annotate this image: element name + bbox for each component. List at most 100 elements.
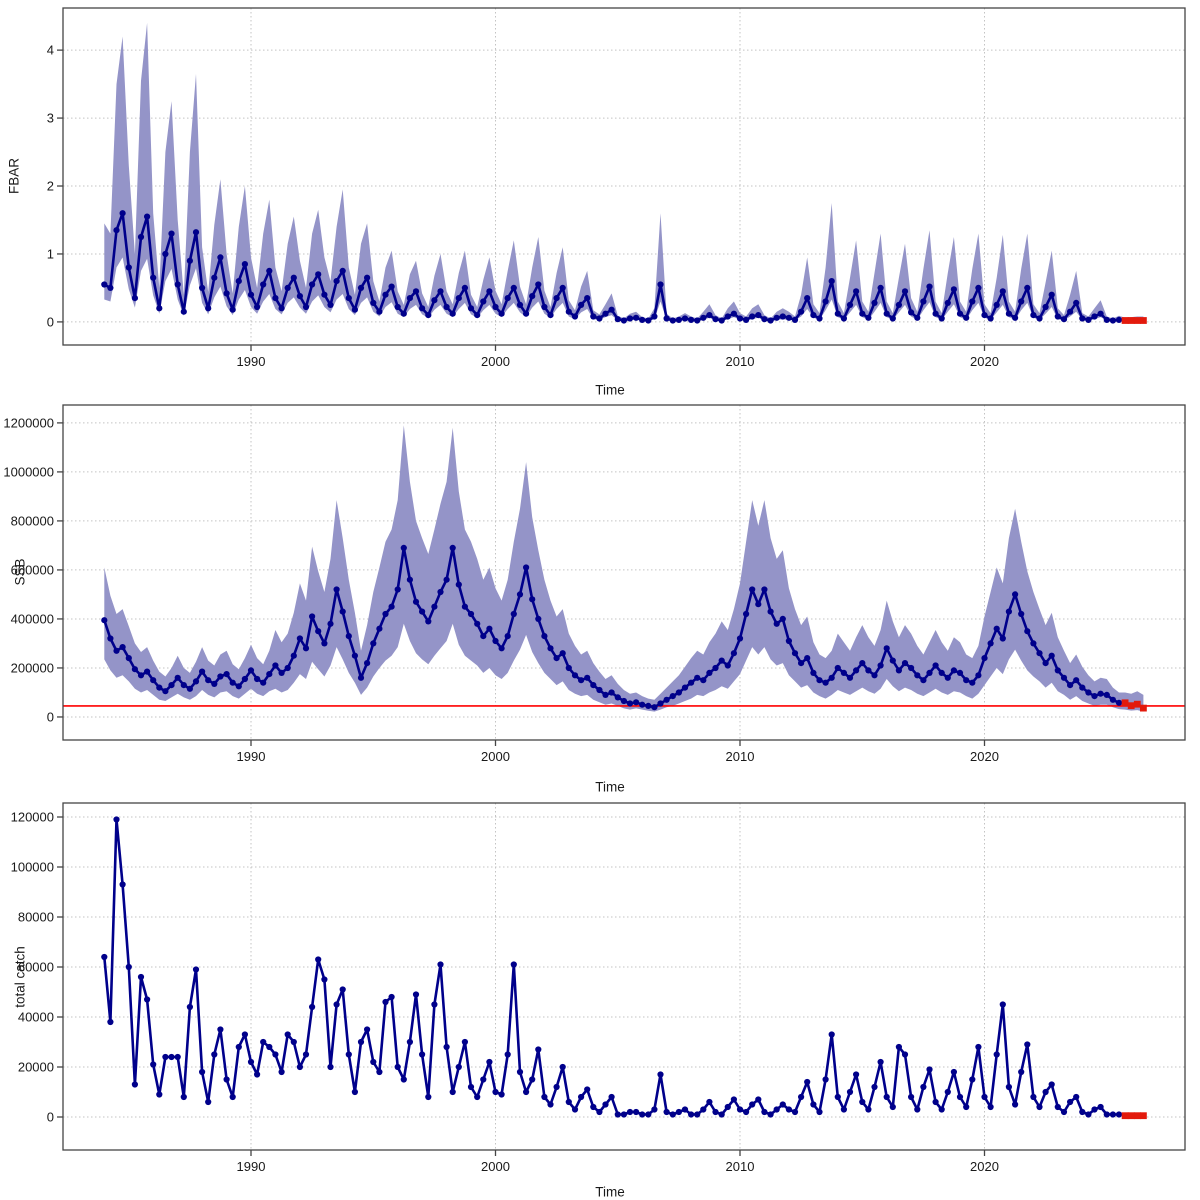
estimate-point	[474, 312, 481, 319]
estimate-point	[571, 313, 579, 320]
estimate-point	[364, 660, 371, 667]
estimate-point	[871, 672, 878, 679]
estimate-point	[388, 603, 395, 610]
estimate-point	[223, 290, 230, 297]
estimate-point	[1005, 310, 1013, 317]
estimate-point	[162, 688, 169, 695]
estimate-point	[400, 310, 407, 317]
estimate-point	[327, 301, 334, 308]
estimate-point	[999, 635, 1006, 642]
estimate-point	[529, 596, 536, 603]
estimate-point	[730, 310, 738, 317]
estimate-point	[296, 293, 303, 300]
estimate-point	[370, 1058, 377, 1066]
estimate-point	[437, 588, 444, 596]
estimate-point	[590, 1103, 597, 1111]
y-tick-label: 0	[47, 709, 54, 724]
estimate-point	[547, 645, 554, 652]
estimate-point	[406, 576, 413, 583]
estimate-point	[950, 667, 958, 674]
forecast-point	[1121, 317, 1129, 324]
y-tick-label: 1000000	[3, 464, 54, 479]
estimate-point	[681, 684, 689, 691]
estimate-point	[333, 278, 340, 285]
estimate-point	[467, 305, 475, 312]
estimate-point	[223, 671, 230, 678]
estimate-point	[956, 1093, 964, 1101]
y-axis-label-fbar: FBAR	[6, 157, 22, 195]
estimate-point	[871, 299, 878, 306]
estimate-point	[131, 1081, 138, 1088]
estimate-point	[137, 233, 145, 241]
estimate-point	[315, 628, 322, 635]
estimate-point	[963, 1103, 970, 1111]
estimate-point	[871, 1083, 878, 1091]
estimate-point	[1073, 677, 1080, 684]
estimate-point	[950, 1068, 958, 1076]
estimate-point	[327, 1063, 334, 1071]
estimate-point	[743, 1108, 750, 1116]
estimate-point	[755, 312, 762, 319]
estimate-point	[1115, 1111, 1123, 1118]
estimate-point	[963, 314, 970, 321]
y-tick-label: 200000	[11, 660, 54, 675]
estimate-point	[455, 1063, 462, 1071]
estimate-point	[675, 689, 683, 696]
estimate-point	[773, 314, 780, 321]
estimate-point	[1073, 1093, 1080, 1101]
estimate-point	[529, 293, 536, 300]
estimate-point	[419, 305, 426, 312]
estimate-point	[345, 633, 352, 640]
estimate-point	[1030, 1093, 1037, 1101]
estimate-point	[584, 674, 591, 681]
estimate-point	[859, 1098, 866, 1106]
estimate-point	[1115, 316, 1123, 323]
estimate-point	[290, 274, 297, 281]
estimate-point	[1060, 674, 1068, 681]
x-tick-label: 1990	[237, 749, 266, 764]
estimate-point	[700, 1106, 707, 1113]
estimate-point	[437, 961, 444, 968]
estimate-point	[1042, 1088, 1049, 1096]
estimate-point	[364, 274, 371, 281]
estimate-point	[730, 1096, 738, 1103]
estimate-point	[1048, 652, 1055, 659]
estimate-point	[443, 303, 450, 311]
estimate-point	[1012, 591, 1019, 598]
estimate-point	[455, 581, 462, 588]
estimate-point	[578, 677, 585, 684]
estimate-point	[467, 610, 475, 618]
estimate-point	[553, 655, 560, 662]
y-tick-label: 120000	[11, 810, 54, 825]
estimate-point	[516, 1068, 524, 1076]
estimate-point	[749, 1101, 756, 1108]
estimate-point	[113, 227, 120, 234]
estimate-point	[229, 679, 236, 686]
estimate-point	[400, 1076, 407, 1083]
estimate-point	[174, 674, 181, 681]
estimate-point	[247, 291, 255, 298]
estimate-point	[357, 674, 365, 681]
estimate-point	[254, 303, 261, 311]
panel-frame	[62, 802, 1186, 1151]
estimate-point	[327, 620, 334, 627]
estimate-point	[816, 315, 823, 322]
estimate-point	[492, 303, 499, 311]
estimate-point	[547, 1101, 554, 1108]
y-tick-label: 2	[47, 179, 54, 194]
estimate-point	[1048, 291, 1055, 298]
estimate-point	[241, 261, 248, 268]
estimate-point	[101, 617, 108, 624]
estimate-point	[290, 1038, 297, 1046]
estimate-point	[975, 284, 982, 291]
estimate-point	[229, 306, 236, 313]
estimate-point	[706, 669, 713, 677]
estimate-point	[736, 635, 744, 642]
estimate-point	[125, 264, 132, 271]
estimate-point	[901, 660, 909, 667]
estimate-point	[1024, 284, 1031, 291]
estimate-point	[235, 1043, 242, 1051]
estimate-point	[1091, 693, 1098, 700]
estimate-point	[596, 1108, 603, 1116]
